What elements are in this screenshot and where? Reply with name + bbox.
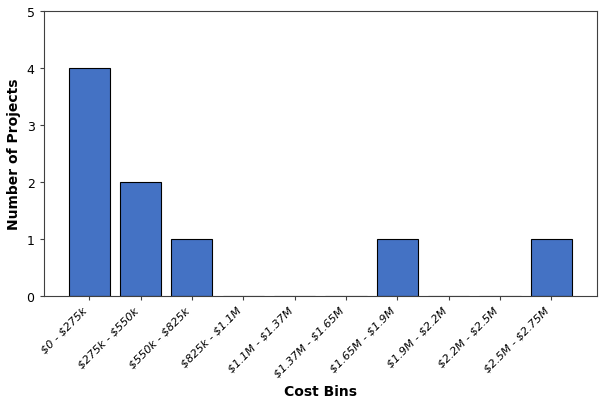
X-axis label: Cost Bins: Cost Bins (284, 384, 357, 398)
Bar (172, 239, 213, 296)
Bar (377, 239, 418, 296)
Y-axis label: Number of Projects: Number of Projects (7, 79, 21, 230)
Bar (120, 182, 161, 296)
Bar (69, 69, 110, 296)
Bar (531, 239, 572, 296)
